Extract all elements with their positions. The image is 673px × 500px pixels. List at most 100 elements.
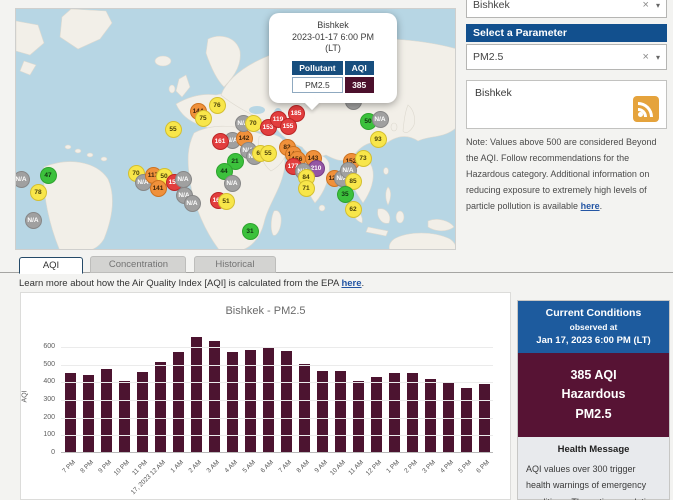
- chart-bar[interactable]: [460, 388, 472, 452]
- cc-observed-at: observed at: [569, 322, 618, 332]
- cc-health-section: Health Message AQI values over 300 trigg…: [518, 437, 669, 500]
- chart-title: Bishkek - PM2.5: [225, 305, 306, 317]
- chart-bar[interactable]: [244, 350, 256, 452]
- gridline: [61, 382, 493, 384]
- chart-bar[interactable]: [136, 371, 148, 452]
- tab-concentration[interactable]: Concentration: [90, 256, 187, 273]
- feed-city-label: Bishkek: [475, 87, 512, 99]
- popup-table: Pollutant AQI PM2.5 385: [290, 59, 375, 95]
- note-here-link[interactable]: here: [580, 201, 600, 212]
- feed-box: Bishkek: [466, 80, 667, 129]
- cc-observed-time: Jan 17, 2023 6:00 PM (LT): [536, 335, 651, 346]
- popup-aqi-value: 385: [344, 77, 374, 94]
- y-axis-tick: 300: [43, 396, 55, 403]
- chart-bar[interactable]: [298, 363, 310, 452]
- rss-icon[interactable]: [633, 96, 659, 122]
- note-text: Note: Values above 500 are considered Be…: [466, 134, 671, 214]
- chart-bar[interactable]: [208, 340, 220, 452]
- aqi-marker[interactable]: 55: [164, 120, 182, 138]
- aqi-marker[interactable]: 155: [279, 117, 297, 135]
- popup-pollutant-value: PM2.5: [292, 77, 343, 94]
- tab-historical[interactable]: Historical: [193, 256, 276, 273]
- aqi-marker[interactable]: 51: [217, 192, 235, 210]
- aqi-marker[interactable]: 31: [241, 222, 259, 240]
- gridline: [61, 435, 493, 437]
- aqi-marker[interactable]: 71: [297, 179, 315, 197]
- city-select[interactable]: Bishkek × ▾: [466, 0, 667, 18]
- y-axis-tick: 400: [43, 378, 55, 386]
- chart-bar[interactable]: [100, 368, 112, 452]
- aqi-marker[interactable]: N/A: [223, 174, 241, 192]
- cc-aqi-category: Hazardous: [561, 387, 626, 402]
- aqi-marker[interactable]: N/A: [174, 170, 192, 188]
- parameter-select[interactable]: PM2.5 × ▾: [466, 44, 667, 70]
- y-axis-tick: 200: [43, 413, 55, 421]
- aqi-marker[interactable]: 76: [208, 96, 226, 114]
- aqi-marker[interactable]: 35: [336, 185, 354, 203]
- aqi-marker[interactable]: 185: [287, 104, 305, 122]
- aqi-marker[interactable]: 73: [354, 149, 372, 167]
- cc-title: Current Conditions: [545, 307, 642, 319]
- learn-more-text: Learn more about how the Air Quality Ind…: [19, 278, 364, 289]
- chart-bar[interactable]: [82, 375, 94, 452]
- aqi-marker[interactable]: 62: [344, 200, 362, 218]
- chart-bar[interactable]: [226, 352, 238, 452]
- note-after: .: [599, 201, 603, 212]
- chart-bar[interactable]: [172, 352, 184, 452]
- note-before: Note: Values above 500 are considered Be…: [466, 137, 657, 212]
- aqi-chart-card: Bishkek - PM2.5 AQI 0 100 200 300 400 500 600 7…: [20, 292, 511, 500]
- aqi-marker[interactable]: 55: [259, 144, 277, 162]
- aqi-marker[interactable]: 70: [244, 114, 262, 132]
- chart-bar[interactable]: [280, 351, 292, 452]
- aqi-marker[interactable]: 161: [211, 132, 229, 150]
- aqi-marker[interactable]: N/A: [16, 170, 30, 188]
- health-message-title: Health Message: [557, 444, 630, 456]
- popup-col-aqi: AQI: [344, 61, 374, 76]
- aqi-marker[interactable]: 93: [369, 130, 387, 148]
- aqi-marker[interactable]: 141: [149, 179, 167, 197]
- chart-bar[interactable]: [262, 347, 274, 452]
- popup-timezone: (LT): [325, 43, 341, 54]
- aqi-marker[interactable]: 85: [344, 172, 362, 190]
- chevron-down-icon[interactable]: ▾: [655, 52, 660, 62]
- gridline: [61, 347, 493, 348]
- cc-aqi-block: 385 AQI Hazardous PM2.5: [518, 353, 669, 438]
- chevron-down-icon[interactable]: ▾: [655, 0, 660, 10]
- popup-city: Bishkek: [317, 20, 349, 30]
- marker-layer: N/A4778N/A551447576N/A161142N/A70153N/AN…: [16, 9, 455, 249]
- learn-more-after: .: [361, 278, 365, 289]
- aqi-marker[interactable]: N/A: [24, 211, 42, 229]
- chart-bar[interactable]: [190, 337, 202, 452]
- tab-bar: AQI Concentration Historical: [0, 255, 673, 274]
- chart-bar[interactable]: [442, 383, 454, 452]
- popup-col-pollutant: Pollutant: [292, 61, 343, 76]
- chart-bar[interactable]: [424, 378, 436, 452]
- aqi-marker[interactable]: N/A: [371, 110, 389, 128]
- chart-bar[interactable]: [316, 370, 328, 452]
- parameter-header: Select a Parameter: [466, 24, 667, 42]
- clear-icon[interactable]: ×: [642, 51, 649, 63]
- gridline: [61, 417, 493, 419]
- clear-icon[interactable]: ×: [642, 0, 649, 11]
- gridline: [61, 364, 493, 366]
- current-conditions-panel: Current Conditions observed at Jan 17, 2…: [517, 300, 670, 500]
- y-axis-tick: 500: [43, 360, 55, 368]
- chart-bar[interactable]: [352, 381, 364, 452]
- tab-aqi[interactable]: AQI: [19, 257, 83, 274]
- aqi-marker[interactable]: 78: [29, 183, 47, 201]
- chart-bar[interactable]: [370, 376, 382, 452]
- parameter-select-value: PM2.5: [473, 51, 504, 63]
- chart-bar[interactable]: [388, 373, 400, 452]
- aqi-marker[interactable]: 47: [39, 166, 57, 184]
- aqi-marker[interactable]: 75: [194, 109, 212, 127]
- cc-aqi-pollutant: PM2.5: [575, 406, 612, 421]
- aqi-marker[interactable]: N/A: [183, 194, 201, 212]
- chart-bar[interactable]: [406, 372, 418, 452]
- chart-bar[interactable]: [118, 381, 130, 452]
- chart-bar[interactable]: [154, 361, 166, 452]
- world-aqi-map[interactable]: N/A4778N/A551447576N/A161142N/A70153N/AN…: [15, 8, 456, 250]
- chart-bar[interactable]: [64, 373, 76, 452]
- chart-plot: [61, 337, 493, 453]
- chart-bar[interactable]: [334, 370, 346, 452]
- learn-more-here-link[interactable]: here: [341, 278, 362, 289]
